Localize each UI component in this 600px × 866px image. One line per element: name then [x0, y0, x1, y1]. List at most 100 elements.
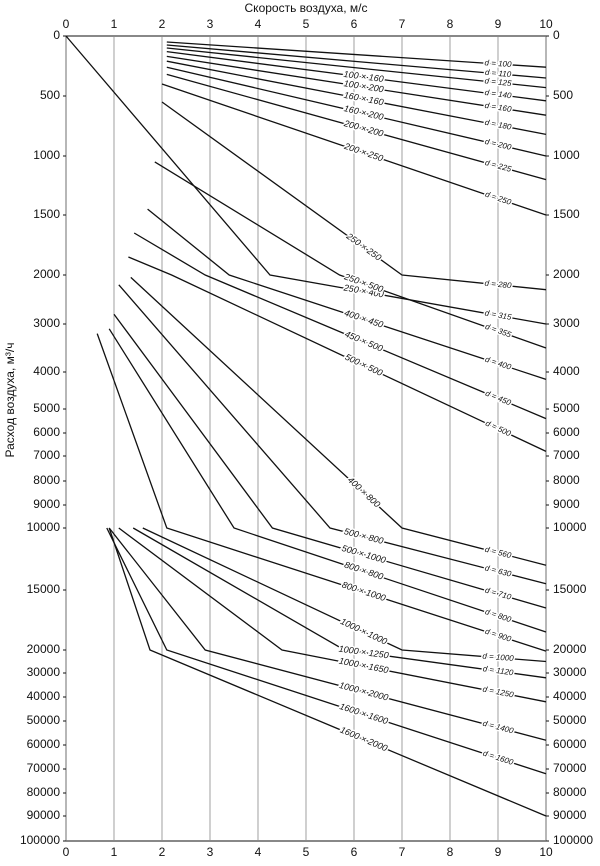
x-tick-label: 10 — [539, 17, 553, 31]
y-tick-label: 500 — [553, 88, 573, 102]
duct-line — [166, 47, 547, 89]
duct-line — [147, 208, 547, 381]
y-tick-label: 2000 — [553, 267, 580, 281]
duct-line — [108, 328, 547, 633]
y-tick-label: 40000 — [27, 689, 61, 703]
y-tick-label: 100000 — [20, 833, 60, 847]
duct-line — [130, 276, 547, 566]
y-tick-label: 70000 — [553, 761, 587, 775]
duct-line — [118, 527, 547, 703]
y-tick-label: 3000 — [553, 316, 580, 330]
duct-size-label: 400 × 450 — [343, 308, 384, 330]
y-tick-label: 90000 — [27, 808, 61, 822]
duct-size-label: 500 × 800 — [343, 526, 385, 546]
duct-line — [96, 333, 547, 652]
duct-line — [113, 313, 547, 609]
duct-line — [132, 527, 547, 679]
y-tick-label: 10000 — [553, 520, 587, 534]
y-tick-label: 7000 — [553, 448, 580, 462]
y-tick-label: 50000 — [27, 713, 61, 727]
diameter-label: d = 140 — [484, 88, 512, 100]
y-tick-label: 80000 — [27, 785, 61, 799]
duct-size-label: 1000 × 1000 — [339, 616, 389, 646]
diameter-label: d = 500 — [484, 419, 513, 439]
duct-size-label: 1600 × 1600 — [338, 701, 389, 726]
x-tick-label: 7 — [399, 17, 406, 31]
duct-line — [166, 50, 547, 102]
x-tick-label: 3 — [207, 845, 214, 859]
duct-line — [166, 41, 547, 68]
y-tick-label: 60000 — [553, 737, 587, 751]
x-tick-label: 5 — [303, 845, 310, 859]
y-tick-label: 500 — [40, 88, 60, 102]
x-tick-label: 4 — [255, 845, 262, 859]
y-tick-label: 30000 — [27, 665, 61, 679]
y-tick-label: 8000 — [33, 473, 60, 487]
duct-size-label: 250 × 250 — [344, 230, 383, 262]
y-tick-label: 9000 — [553, 497, 580, 511]
y-tick-label: 3000 — [33, 316, 60, 330]
y-tick-label: 90000 — [553, 808, 587, 822]
diameter-label: d = 280 — [484, 279, 512, 291]
y-tick-label: 80000 — [553, 785, 587, 799]
y-tick-label: 60000 — [27, 737, 61, 751]
y-tick-label: 0 — [53, 28, 60, 42]
y-tick-label: 5000 — [553, 401, 580, 415]
diameter-label: d = 125 — [484, 76, 512, 88]
duct-size-label: 400 × 800 — [346, 475, 382, 510]
x-tick-label: 1 — [111, 17, 118, 31]
duct-line — [154, 161, 547, 349]
diameter-label: d = 110 — [485, 68, 513, 79]
y-tick-label: 2000 — [33, 267, 60, 281]
duct-line — [118, 284, 547, 585]
y-tick-label: 1000 — [33, 148, 60, 162]
y-tick-label: 1500 — [33, 207, 60, 221]
x-tick-label: 9 — [495, 845, 502, 859]
duct-line — [65, 35, 547, 325]
x-tick-label: 0 — [63, 845, 70, 859]
duct-line — [142, 527, 547, 663]
x-tick-label: 2 — [159, 845, 166, 859]
x-tick-label: 9 — [495, 17, 502, 31]
duct-line — [128, 256, 547, 452]
duct-line — [166, 73, 547, 181]
x-axis-title: Скорость воздуха, м/с — [245, 1, 368, 15]
duct-size-label: 1600 × 2000 — [339, 725, 389, 754]
duct-line — [133, 232, 547, 420]
y-tick-label: 20000 — [27, 642, 61, 656]
duct-line — [161, 83, 547, 216]
x-tick-label: 3 — [207, 17, 214, 31]
y-axis-title: Расход воздуха, м³/ч — [3, 343, 17, 458]
x-tick-label: 1 — [111, 845, 118, 859]
duct-line — [108, 527, 547, 741]
y-tick-label: 40000 — [553, 689, 587, 703]
duct-size-label: 800 × 1000 — [341, 580, 387, 604]
x-tick-label: 6 — [351, 845, 358, 859]
duct-line — [166, 60, 547, 136]
y-tick-label: 6000 — [33, 425, 60, 439]
duct-size-label: 1000 × 2000 — [338, 680, 389, 703]
diameter-label: d = 450 — [484, 389, 513, 408]
x-tick-label: 0 — [63, 17, 70, 31]
y-tick-label: 1500 — [553, 207, 580, 221]
y-tick-label: 20000 — [553, 642, 587, 656]
y-tick-label: 6000 — [553, 425, 580, 439]
y-tick-label: 100000 — [553, 833, 593, 847]
x-tick-label: 7 — [399, 845, 406, 859]
diameter-label: d = 100 — [484, 58, 512, 69]
duct-size-label: 200 × 250 — [342, 141, 384, 164]
y-tick-label: 15000 — [27, 582, 61, 596]
y-tick-label: 9000 — [33, 497, 60, 511]
duct-size-label: 450 × 500 — [343, 329, 384, 354]
x-tick-label: 2 — [159, 17, 166, 31]
y-tick-label: 4000 — [33, 364, 60, 378]
duct-line — [166, 55, 547, 116]
duct-size-label: 500 × 500 — [344, 352, 385, 378]
y-tick-label: 0 — [553, 28, 560, 42]
y-tick-label: 10000 — [27, 520, 61, 534]
y-tick-label: 8000 — [553, 473, 580, 487]
x-tick-label: 6 — [351, 17, 358, 31]
duct-line — [166, 66, 547, 157]
duct-line — [166, 44, 547, 79]
